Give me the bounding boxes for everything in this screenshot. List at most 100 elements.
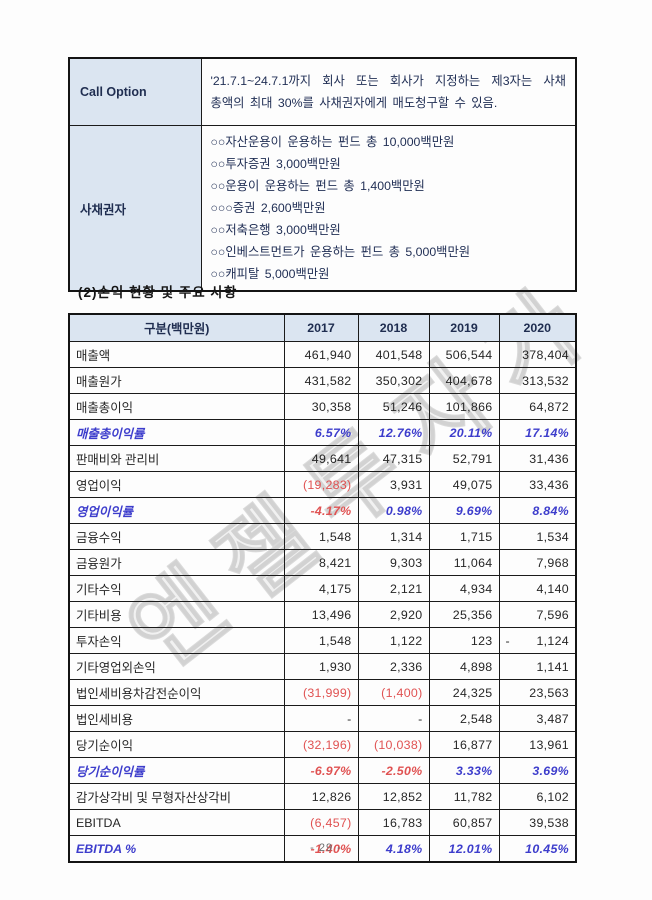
term-line: ○○운용이 운용하는 펀드 총 1,400백만원 <box>210 179 425 193</box>
cell-2019: 11,782 <box>428 783 500 810</box>
table-row: 기타수익 4,175 2,121 4,934 4,140 <box>68 575 577 602</box>
term-line: '21.7.1~24.7.1까지 회사 또는 회사가 지정하는 제3자는 사채 <box>210 74 567 88</box>
income-table-body: 매출액 461,940 401,548 506,544 378,404 매출원가 431,5… <box>68 341 577 863</box>
cell-2019: 11,064 <box>428 549 500 576</box>
income-statement-table: 구분(백만원) 2017 2018 2019 2020 매출액 461,940 401,54… <box>68 313 577 863</box>
col-header-year: 2018 <box>357 313 430 342</box>
cell-2020: 39,538 <box>498 809 577 836</box>
cell-2017: 1,548 <box>283 627 359 654</box>
income-table-header-row: 구분(백만원) 2017 2018 2019 2020 <box>68 313 577 342</box>
table-row: EBITDA (6,457) 16,783 60,857 39,538 <box>68 809 577 836</box>
cell-2018: 12,852 <box>357 783 430 810</box>
cell-2019: 2,548 <box>428 705 500 732</box>
cell-2019: 4,898 <box>428 653 500 680</box>
col-header-year: 2019 <box>428 313 500 342</box>
cell-2019: 16,877 <box>428 731 500 758</box>
cell-2020: 7,596 <box>498 601 577 628</box>
cell-2020: 6,102 <box>498 783 577 810</box>
cell-2017: -6.97% <box>283 757 359 784</box>
table-row: 매출총이익 30,358 51,246 101,866 64,872 <box>68 393 577 420</box>
table-row: 사채권자 ○○자산운용이 운용하는 펀드 총 10,000백만원 ○○투자증권 3… <box>68 125 577 292</box>
cell-2020: 10.45% <box>498 835 577 863</box>
cell-2017: - <box>283 705 359 732</box>
cell-2017: 461,940 <box>283 341 359 368</box>
row-label: 법인세비용차감전순이익 <box>68 679 285 706</box>
accounting-minus: - <box>505 633 510 648</box>
cell-2019: 52,791 <box>428 445 500 472</box>
table-row: 매출원가 431,582 350,302 404,678 313,532 <box>68 367 577 394</box>
cell-2018: 47,315 <box>357 445 430 472</box>
cell-2017: -1.40% <box>283 835 359 863</box>
term-line: ○○투자증권 3,000백만원 <box>210 157 341 171</box>
table-row: 당기순이익 (32,196) (10,038) 16,877 13,961 <box>68 731 577 758</box>
table-row: 매출액 461,940 401,548 506,544 378,404 <box>68 341 577 368</box>
table-row: 금융원가 8,421 9,303 11,064 7,968 <box>68 549 577 576</box>
page-number: - 29 - <box>310 842 342 854</box>
cell-2017: 4,175 <box>283 575 359 602</box>
cell-2018: 2,336 <box>357 653 430 680</box>
cell-2018: (10,038) <box>357 731 430 758</box>
term-line: ○○캐피탈 5,000백만원 <box>210 267 330 281</box>
row-label: 당기순이익률 <box>68 757 285 784</box>
col-header-category: 구분(백만원) <box>68 313 285 342</box>
row-label: 매출총이익률 <box>68 419 285 446</box>
table-row: 당기순이익률 -6.97% -2.50% 3.33% 3.69% <box>68 757 577 784</box>
cell-2018: 9,303 <box>357 549 430 576</box>
table-row: 기타영업외손익 1,930 2,336 4,898 1,141 <box>68 653 577 680</box>
cell-2019: 60,857 <box>428 809 500 836</box>
cell-2019: 9.69% <box>428 497 500 524</box>
section-title: (2)손익 현황 및 주요 사항 <box>78 285 238 300</box>
term-line: ○○인베스트먼트가 운용하는 펀드 총 5,000백만원 <box>210 245 471 259</box>
table-row: 감가상각비 및 무형자산상각비 12,826 12,852 11,782 6,102 <box>68 783 577 810</box>
cell-2020: 1,534 <box>498 523 577 550</box>
table-row: EBITDA % -1.40% 4.18% 12.01% 10.45% <box>68 835 577 863</box>
cell-2019: 49,075 <box>428 471 500 498</box>
cell-2017: 13,496 <box>283 601 359 628</box>
cell-2018: 51,246 <box>357 393 430 420</box>
cell-2020: 3,487 <box>498 705 577 732</box>
cell-2018: 12.76% <box>357 419 430 446</box>
table-row: 영업이익률 -4.17% 0.98% 9.69% 8.84% <box>68 497 577 524</box>
row-label: 법인세비용 <box>68 705 285 732</box>
row-label: 영업이익률 <box>68 497 285 524</box>
cell-2018: 350,302 <box>357 367 430 394</box>
cell-2017: (32,196) <box>283 731 359 758</box>
cell-2020: 17.14% <box>498 419 577 446</box>
row-label: 판매비와 관리비 <box>68 445 285 472</box>
table-row: 기타비용 13,496 2,920 25,356 7,596 <box>68 601 577 628</box>
call-option-label: Call Option <box>68 57 202 126</box>
cell-2020: 33,436 <box>498 471 577 498</box>
row-label: 감가상각비 및 무형자산상각비 <box>68 783 285 810</box>
cell-2020: 31,436 <box>498 445 577 472</box>
cell-2020: 3.69% <box>498 757 577 784</box>
cell-2019: 404,678 <box>428 367 500 394</box>
cell-2017: 30,358 <box>283 393 359 420</box>
cell-2019: 3.33% <box>428 757 500 784</box>
cell-2019: 24,325 <box>428 679 500 706</box>
cell-2019: 4,934 <box>428 575 500 602</box>
row-label: 기타수익 <box>68 575 285 602</box>
bond-terms-table: Call Option '21.7.1~24.7.1까지 회사 또는 회사가 지… <box>68 57 577 292</box>
cell-2018: 2,920 <box>357 601 430 628</box>
cell-2020: 7,968 <box>498 549 577 576</box>
cell-2018: 1,122 <box>357 627 430 654</box>
term-line: 총액의 최대 30%를 사채권자에게 매도청구할 수 있음. <box>210 96 498 110</box>
col-header-year: 2020 <box>498 313 577 342</box>
cell-2017: 49,641 <box>283 445 359 472</box>
row-label: 기타영업외손익 <box>68 653 285 680</box>
cell-2020: - 1,124 <box>498 627 577 654</box>
table-row: Call Option '21.7.1~24.7.1까지 회사 또는 회사가 지… <box>68 57 577 126</box>
row-label: 당기순이익 <box>68 731 285 758</box>
cell-2019: 506,544 <box>428 341 500 368</box>
row-label: 영업이익 <box>68 471 285 498</box>
cell-2019: 12.01% <box>428 835 500 863</box>
row-label: EBITDA % <box>68 835 285 863</box>
table-row: 매출총이익률 6.57% 12.76% 20.11% 17.14% <box>68 419 577 446</box>
row-label: 금융원가 <box>68 549 285 576</box>
row-label: 매출원가 <box>68 367 285 394</box>
term-line: ○○자산운용이 운용하는 펀드 총 10,000백만원 <box>210 135 455 149</box>
cell-2020: 1,141 <box>498 653 577 680</box>
table-row: 법인세비용 - -2,548 3,487 <box>68 705 577 732</box>
